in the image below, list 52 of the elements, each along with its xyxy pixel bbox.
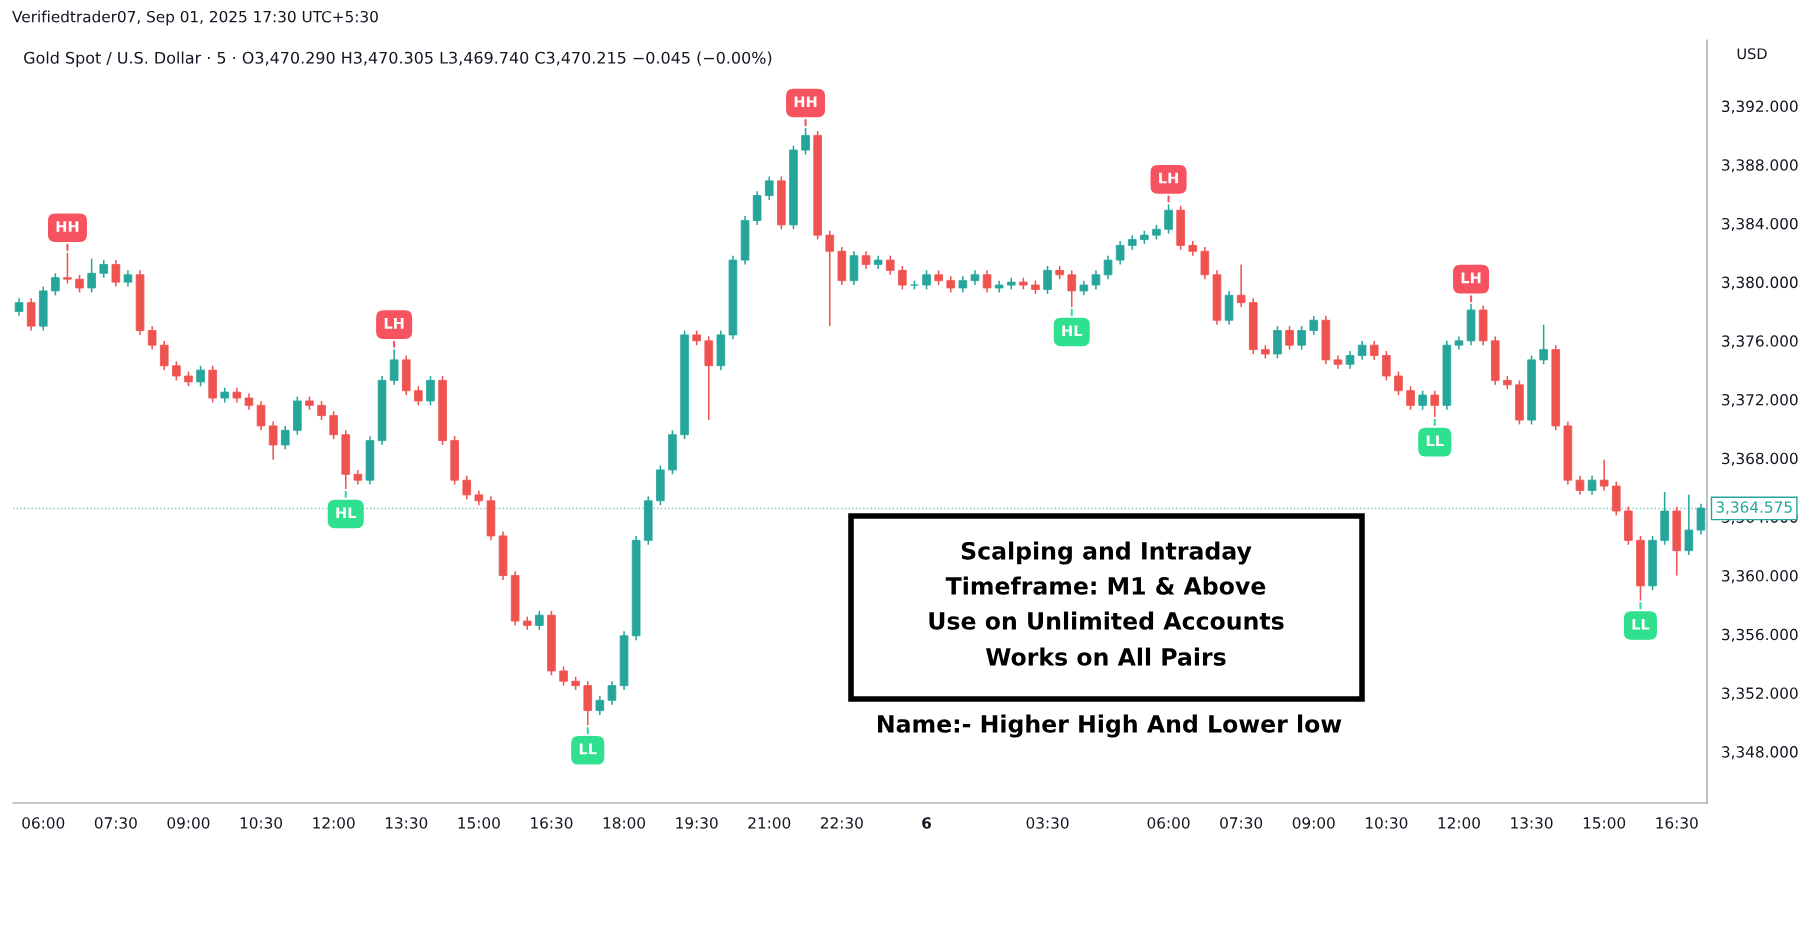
annotation: HL xyxy=(336,507,357,519)
y-tick-label: 3,348.000 xyxy=(1722,746,1798,760)
x-tick-label: 07:30 xyxy=(94,817,137,829)
y-tick-label: 3,392.000 xyxy=(1722,100,1798,114)
y-tick-label: 3,356.000 xyxy=(1722,628,1798,642)
y-tick-label: 3,376.000 xyxy=(1722,335,1798,349)
annotation: LH xyxy=(1461,272,1481,284)
x-tick-label: 06:00 xyxy=(1147,817,1190,829)
annotation: HL xyxy=(1062,325,1083,337)
y-tick-label: 3,352.000 xyxy=(1722,687,1798,701)
x-tick-label: 16:30 xyxy=(531,817,573,829)
x-tick-label: 06:00 xyxy=(22,817,65,829)
ref-line-label: 3,364.575 xyxy=(1716,501,1792,515)
y-tick-label: 3,372.000 xyxy=(1722,393,1798,408)
annotation: LL xyxy=(1426,435,1444,447)
annotation: HH xyxy=(794,96,817,108)
y-tick-label: 3,388.000 xyxy=(1722,159,1798,173)
x-tick-label: 21:00 xyxy=(748,817,791,829)
x-tick-label: 13:30 xyxy=(385,817,428,829)
x-tick-label: 03:30 xyxy=(1026,817,1069,829)
x-tick-label: 12:00 xyxy=(313,817,355,829)
annotation: Timeframe: M1 & Above xyxy=(945,576,1266,595)
x-tick-label: 6 xyxy=(922,817,932,829)
x-tick-label: 22:30 xyxy=(820,817,863,829)
x-tick-label: 19:30 xyxy=(676,817,718,829)
x-tick-label: 12:00 xyxy=(1438,817,1480,829)
annotation: Works on All Pairs xyxy=(986,647,1226,666)
y-tick-label: 3,384.000 xyxy=(1722,217,1798,231)
x-tick-label: 18:00 xyxy=(603,817,646,829)
x-tick-label: 09:00 xyxy=(167,817,210,829)
text: USD xyxy=(1737,48,1767,60)
annotation: LH xyxy=(384,317,404,329)
annotation: Name:- Higher High And Lower low xyxy=(878,714,1342,738)
annotation: Scalping and Intraday xyxy=(961,541,1252,565)
x-tick-label: 09:00 xyxy=(1292,817,1335,829)
y-tick-label: 3,368.000 xyxy=(1722,452,1798,466)
x-tick-label: 10:30 xyxy=(240,817,283,829)
text: Verifiedtrader07, Sep 01, 2025 17:30 UTC+5:30 xyxy=(12,10,378,26)
y-tick-label: 3,380.000 xyxy=(1722,276,1798,290)
x-tick-label: 07:30 xyxy=(1220,817,1263,829)
x-tick-label: 13:30 xyxy=(1511,817,1553,829)
annotation: LH xyxy=(1159,172,1178,184)
x-tick-label: 10:30 xyxy=(1366,817,1408,829)
annotation: Use on Unlimited Accounts xyxy=(929,611,1284,630)
annotation: LL xyxy=(1632,618,1650,630)
x-tick-label: 16:30 xyxy=(1656,817,1698,829)
annotation: HH xyxy=(56,221,79,232)
x-tick-label: 15:00 xyxy=(458,817,500,829)
x-tick-label: 15:00 xyxy=(1583,817,1626,829)
text: Gold Spot / U.S. Dollar · 5 · O3,470.290 H3,470.305 L3,469.740 C3,470.215 −0.045 (−0.00%) xyxy=(24,51,772,67)
y-tick-label: 3,360.000 xyxy=(1722,570,1798,584)
annotation: LL xyxy=(579,743,597,755)
